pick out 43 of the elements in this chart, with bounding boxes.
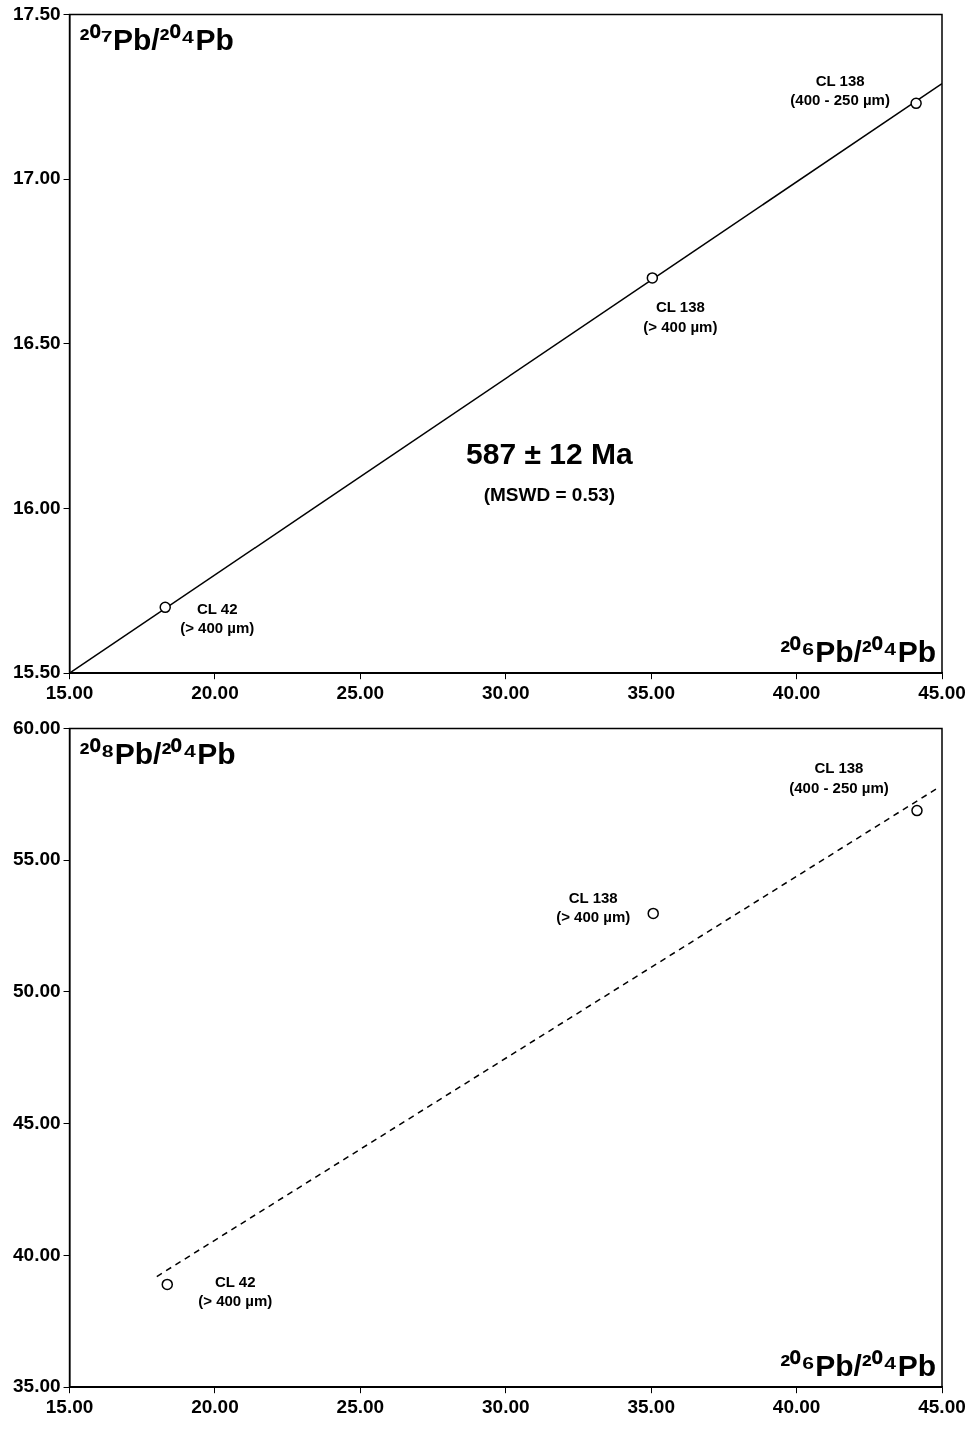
point bbox=[911, 804, 923, 817]
y-tick-label: 55.00 bbox=[13, 848, 61, 870]
annotation: CL 42 (> 400 µm) bbox=[180, 599, 255, 637]
y-tick-label: 60.00 bbox=[13, 716, 61, 738]
annotation: (MSWD = 0.53) bbox=[483, 483, 616, 505]
y-tick-label: 15.50 bbox=[13, 661, 61, 683]
x-tick-label: 30.00 bbox=[482, 681, 530, 703]
y-axis-title: ²⁰⁸Pb/²⁰⁴Pb bbox=[79, 736, 236, 770]
annotation: CL 42 (> 400 µm) bbox=[198, 1272, 273, 1310]
point bbox=[159, 601, 171, 614]
x-tick-label: 45.00 bbox=[918, 681, 966, 703]
x-tick-label: 15.00 bbox=[45, 1395, 94, 1417]
point bbox=[161, 1278, 174, 1291]
x-tick-label: 20.00 bbox=[191, 681, 239, 703]
point bbox=[910, 97, 922, 110]
x-axis-title: ²⁰⁶Pb/²⁰⁴Pb bbox=[780, 635, 936, 669]
y-tick-label: 16.00 bbox=[13, 496, 61, 518]
x-tick-label: 35.00 bbox=[627, 1395, 675, 1417]
x-tick-label: 15.00 bbox=[45, 681, 94, 703]
y-tick-label: 16.50 bbox=[13, 332, 61, 354]
annotation: CL 138 (400 - 250 µm) bbox=[790, 71, 890, 109]
y-tick-label: 40.00 bbox=[13, 1243, 61, 1265]
annotation: CL 138 (> 400 µm) bbox=[643, 298, 718, 335]
y-tick-label: 50.00 bbox=[13, 980, 61, 1002]
x-tick-label: 25.00 bbox=[336, 1395, 385, 1417]
x-tick-label: 40.00 bbox=[772, 681, 821, 703]
x-tick-label: 45.00 bbox=[918, 1395, 966, 1417]
y-tick-label: 45.00 bbox=[13, 1111, 61, 1133]
x-tick-label: 40.00 bbox=[772, 1395, 821, 1417]
point bbox=[646, 272, 659, 284]
point bbox=[647, 907, 659, 920]
annotation: 587 ± 12 Ma bbox=[466, 437, 633, 471]
y-tick-label: 35.00 bbox=[13, 1375, 61, 1397]
x-tick-label: 20.00 bbox=[191, 1395, 239, 1417]
x-tick-label: 35.00 bbox=[627, 681, 675, 703]
annotation: CL 138 (400 - 250 µm) bbox=[789, 759, 889, 796]
x-tick-label: 30.00 bbox=[482, 1395, 530, 1417]
y-tick-label: 17.50 bbox=[13, 2, 61, 24]
x-axis-title: ²⁰⁶Pb/²⁰⁴Pb bbox=[780, 1349, 936, 1383]
y-tick-label: 17.00 bbox=[13, 167, 61, 189]
annotation: CL 138 (> 400 µm) bbox=[556, 888, 631, 926]
x-tick-label: 25.00 bbox=[336, 681, 385, 703]
y-axis-title: ²⁰⁷Pb/²⁰⁴Pb bbox=[79, 22, 234, 56]
